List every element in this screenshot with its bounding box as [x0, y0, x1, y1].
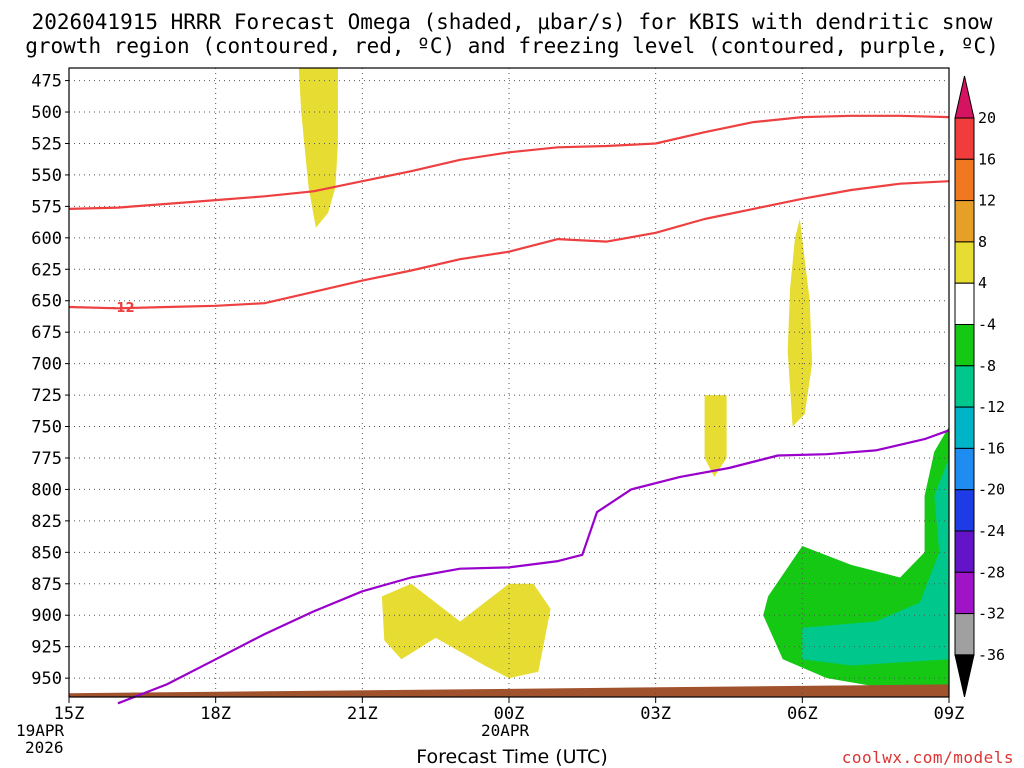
colorbar-bin-13 — [954, 613, 975, 656]
ground-layer — [69, 684, 949, 697]
site-credit: coolwx.com/models — [841, 748, 1014, 767]
omega-neg-8-12 — [802, 458, 949, 666]
contour-layer: -12 — [68, 114, 950, 705]
y-tick-label-875: 875 — [31, 575, 62, 595]
dgz-lower-contour — [68, 180, 950, 310]
colorbar-label-8: -16 — [978, 439, 1005, 457]
grid-layer — [69, 68, 949, 697]
date-label-year: 2026 — [25, 738, 64, 757]
omega-shading-layer — [298, 68, 949, 691]
x-tick-label-00Z: 00Z — [494, 704, 525, 724]
y-tick-label-475: 475 — [31, 72, 62, 92]
colorbar-label-1: 16 — [978, 150, 996, 168]
y-tick-label-775: 775 — [31, 449, 62, 469]
y-tick-label-950: 950 — [31, 669, 62, 689]
colorbar-bin-7 — [954, 365, 975, 408]
x-tick-label-06Z: 06Z — [787, 704, 818, 724]
colorbar-bin-5 — [954, 282, 975, 326]
dgz-upper-contour — [68, 114, 950, 210]
colorbar-label-13: -36 — [978, 646, 1005, 664]
colorbar-bin-0 — [954, 75, 975, 119]
colorbar-label-11: -28 — [978, 563, 1005, 581]
colorbar-label-3: 8 — [978, 233, 987, 251]
date-label-19apr: 19APR — [16, 721, 65, 740]
contour-label: -12 — [111, 301, 135, 316]
colorbar-label-5: -4 — [978, 316, 996, 334]
x-tick-label-18Z: 18Z — [200, 704, 231, 724]
y-tick-label-725: 725 — [31, 386, 62, 406]
ground-strip — [69, 684, 949, 697]
colorbar-bin-2 — [954, 158, 975, 202]
colorbar-bin-10 — [954, 489, 975, 532]
colorbar-label-4: 4 — [978, 274, 987, 292]
colorbar-bin-11 — [954, 530, 975, 573]
y-tick-label-625: 625 — [31, 260, 62, 280]
colorbar-label-7: -12 — [978, 398, 1005, 416]
x-tick-label-03Z: 03Z — [640, 704, 671, 724]
y-tick-label-500: 500 — [31, 103, 62, 123]
colorbar-bin-4 — [954, 241, 975, 284]
y-tick-label-800: 800 — [31, 480, 62, 500]
colorbar-label-9: -20 — [978, 481, 1005, 499]
y-tick-label-675: 675 — [31, 323, 62, 343]
y-tick-label-575: 575 — [31, 197, 62, 217]
freezing-level-contour — [117, 429, 950, 705]
axis-layer: 475 500 525 550 575 600 625 650 675 700 725 750 775 8… — [31, 67, 965, 724]
x-tick-label-15Z: 15Z — [54, 704, 85, 724]
colorbar-bin-9 — [954, 447, 975, 491]
omega-pos-4-8-c — [704, 395, 727, 477]
y-tick-label-750: 750 — [31, 418, 62, 438]
omega-pos-4-8-d — [381, 583, 551, 679]
y-tick-label-850: 850 — [31, 543, 62, 563]
colorbar-label-6: -8 — [978, 357, 996, 375]
colorbar-bin-14 — [954, 654, 975, 698]
y-tick-label-525: 525 — [31, 134, 62, 154]
colorbar-bin-1 — [954, 117, 975, 160]
colorbar: 20 16 12 8 4 -4 -8 -12 -16 -20 -24 -28 -32 -36 — [954, 75, 1005, 698]
colorbar-bin-6 — [954, 324, 975, 367]
y-tick-label-825: 825 — [31, 512, 62, 532]
colorbar-bin-12 — [954, 571, 975, 615]
colorbar-bin-8 — [954, 406, 975, 449]
colorbar-label-12: -32 — [978, 605, 1005, 623]
y-tick-label-925: 925 — [31, 638, 62, 658]
x-tick-label-21Z: 21Z — [347, 704, 378, 724]
colorbar-label-2: 12 — [978, 192, 996, 210]
colorbar-label-0: 20 — [978, 109, 996, 127]
y-tick-label-700: 700 — [31, 355, 62, 375]
omega-pos-4-8-a — [298, 68, 338, 228]
y-tick-label-550: 550 — [31, 166, 62, 186]
date-label-20apr: 20APR — [481, 721, 530, 740]
chart-title-line-1: 2026041915 HRRR Forecast Omega (shaded, … — [31, 10, 993, 34]
chart-title-line-2: growth region (contoured, red, ºC) and f… — [25, 34, 999, 58]
x-tick-label-09Z: 09Z — [934, 704, 965, 724]
colorbar-label-10: -24 — [978, 522, 1005, 540]
colorbar-bin-3 — [954, 200, 975, 243]
y-tick-label-600: 600 — [31, 229, 62, 249]
y-tick-label-900: 900 — [31, 606, 62, 626]
x-axis-title: Forecast Time (UTC) — [416, 746, 608, 768]
y-tick-label-650: 650 — [31, 292, 62, 312]
omega-pos-4-8-b — [787, 219, 813, 427]
